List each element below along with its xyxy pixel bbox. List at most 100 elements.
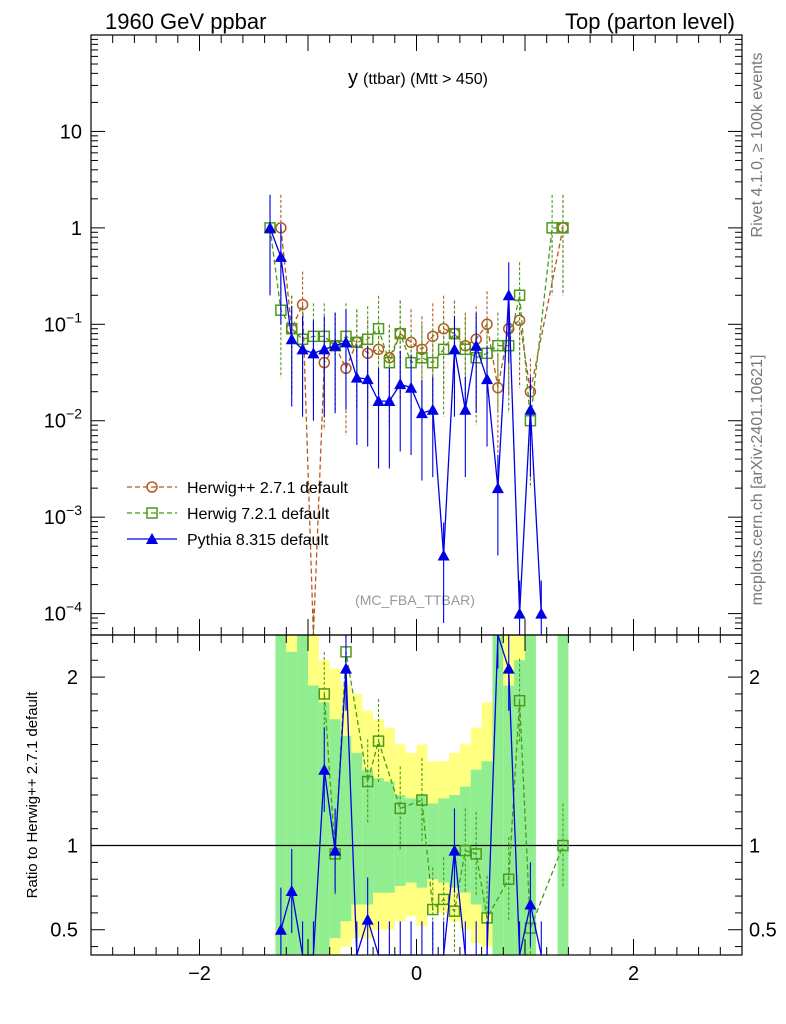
data-point-square xyxy=(394,802,406,815)
data-point-triangle xyxy=(513,607,526,619)
ratio-tick-label-left: 1 xyxy=(67,836,78,858)
upper-tick-label: 10−3 xyxy=(44,502,82,529)
data-point-square xyxy=(459,844,472,857)
band-inner xyxy=(514,660,525,955)
data-point-triangle xyxy=(437,549,450,561)
data-point-square xyxy=(557,839,569,852)
data-point-square xyxy=(394,327,406,340)
upper-tick-label: 1 xyxy=(71,218,82,240)
ratio-tick-label-left: 0.5 xyxy=(50,920,78,942)
band-inner xyxy=(405,798,417,883)
legend-label-herwig7: Herwig 7.2.1 default xyxy=(187,506,330,523)
data-point-triangle xyxy=(415,407,428,419)
band-inner xyxy=(492,635,504,955)
band-inner xyxy=(275,635,287,955)
data-point-square xyxy=(372,735,385,747)
legend-label-herwigpp: Herwig++ 2.7.1 default xyxy=(187,480,349,497)
data-point-triangle xyxy=(491,482,504,494)
legend-label-pythia: Pythia 8.315 default xyxy=(187,532,329,549)
data-point-square xyxy=(416,794,428,806)
band-inner xyxy=(362,769,374,905)
analysis-watermark: (MC_FBA_TTBAR) xyxy=(355,592,475,608)
band-inner xyxy=(503,685,515,955)
data-point-square xyxy=(513,289,526,302)
band-inner xyxy=(525,635,536,955)
data-point-square xyxy=(437,343,450,356)
ratio-tick-label-right: 0.5 xyxy=(749,920,777,942)
data-point-triangle xyxy=(405,381,418,393)
data-point-triangle xyxy=(383,395,396,407)
ratio-tick-label-left: 2 xyxy=(67,667,78,689)
data-point-square xyxy=(361,333,374,345)
data-point-square xyxy=(513,694,526,707)
plot-title-main: y xyxy=(348,67,358,89)
band-inner xyxy=(557,635,569,955)
upper-tick-label: 10−2 xyxy=(44,406,82,433)
data-point-triangle xyxy=(372,395,385,407)
data-point-triangle xyxy=(285,885,298,896)
data-point-triangle xyxy=(426,403,439,415)
data-point-square xyxy=(459,343,472,356)
data-point-triangle xyxy=(459,403,472,415)
plot-title: y (ttbar) (Mtt > 450) xyxy=(348,67,488,89)
data-point-square xyxy=(502,873,515,885)
band-inner xyxy=(383,781,395,893)
band-inner xyxy=(481,761,493,913)
data-point-square xyxy=(448,905,461,917)
band-inner xyxy=(318,702,330,955)
data-point-triangle xyxy=(274,923,287,935)
band-inner xyxy=(340,736,352,922)
header-right: Top (parton level) xyxy=(565,9,735,34)
band-inner xyxy=(394,795,406,886)
data-point-circle xyxy=(372,343,385,356)
legend-square-marker xyxy=(146,507,158,519)
mcplots-label: mcplots.cern.ch [arXiv:2401.10621] xyxy=(749,355,766,606)
legend-entry-herwigpp: Herwig++ 2.7.1 default xyxy=(127,480,349,497)
data-point-triangle xyxy=(339,336,352,348)
data-point-triangle xyxy=(274,250,287,262)
data-point-triangle xyxy=(524,403,537,415)
data-point-triangle xyxy=(448,844,461,856)
upper-tick-label: 10−4 xyxy=(44,599,82,626)
band-inner xyxy=(297,635,308,955)
x-tick-label: 0 xyxy=(411,963,422,985)
legend-triangle-marker xyxy=(146,533,158,544)
ratio-y-label: Ratio to Herwig++ 2.7.1 default xyxy=(24,691,41,899)
data-point-triangle xyxy=(524,898,537,910)
data-point-square xyxy=(437,893,450,906)
x-tick-label: 2 xyxy=(628,963,639,985)
data-point-square xyxy=(318,688,331,700)
data-point-square xyxy=(492,339,504,352)
data-point-triangle xyxy=(502,289,515,301)
data-point-circle xyxy=(416,343,428,356)
data-point-triangle xyxy=(470,339,483,351)
legend-circle-marker xyxy=(146,481,158,493)
legend-entry-herwig7: Herwig 7.2.1 default xyxy=(127,506,330,523)
band-inner xyxy=(351,752,363,905)
band-inner xyxy=(416,795,428,888)
data-point-square xyxy=(383,356,396,369)
data-point-circle xyxy=(481,318,493,331)
upper-panel-series xyxy=(264,194,569,636)
legend-entry-pythia: Pythia 8.315 default xyxy=(127,532,329,549)
data-point-triangle xyxy=(329,339,342,351)
data-point-circle xyxy=(513,314,526,327)
data-point-square xyxy=(416,351,428,364)
data-point-triangle xyxy=(264,221,277,233)
upper-tick-label: 10−1 xyxy=(44,309,82,336)
upper-tick-label: 10 xyxy=(60,121,82,143)
band-inner xyxy=(427,803,439,880)
data-point-triangle xyxy=(448,343,461,355)
data-point-triangle xyxy=(361,913,374,925)
data-point-triangle xyxy=(481,373,494,385)
data-point-triangle xyxy=(394,378,407,390)
data-point-triangle xyxy=(318,343,331,355)
band-inner xyxy=(438,798,450,883)
data-point-square xyxy=(470,848,482,860)
header-left: 1960 GeV ppbar xyxy=(105,9,266,34)
data-point-triangle xyxy=(502,662,515,674)
data-point-triangle xyxy=(296,343,309,355)
band-inner xyxy=(308,685,319,955)
data-point-square xyxy=(557,222,569,234)
